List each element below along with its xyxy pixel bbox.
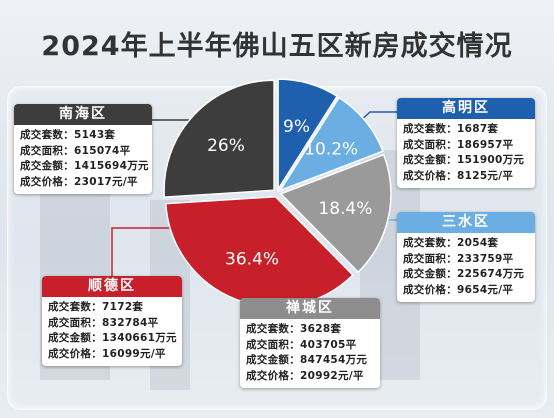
card-gaoming-area: 成交面积：186957平 xyxy=(403,138,514,151)
pie-label-shunde: 36.4% xyxy=(225,249,279,269)
card-nanhai-price: 成交价格：23017元/平 xyxy=(20,175,138,188)
pie-slice-nanhai xyxy=(163,79,275,198)
card-gaoming: 高明区 成交套数：1687套 成交面积：186957平 成交金额：151900万… xyxy=(397,98,535,188)
card-nanhai-area: 成交面积：615074平 xyxy=(20,144,131,157)
card-chancheng-title: 禅城区 xyxy=(240,298,380,319)
page-title: 2024年上半年佛山五区新房成交情况 xyxy=(41,31,513,62)
card-chancheng-units: 成交套数：3628套 xyxy=(246,323,342,335)
pie-label-sanshui: 10.2% xyxy=(304,140,358,160)
card-shunde-area: 成交面积：832784平 xyxy=(48,316,159,329)
card-shunde: 顺德区 成交套数：7172套 成交面积：832784平 成交金额：1340661… xyxy=(42,276,182,366)
card-gaoming-title: 高明区 xyxy=(397,98,535,119)
card-sanshui-title: 三水区 xyxy=(397,212,535,233)
card-shunde-units: 成交套数：7172套 xyxy=(48,301,144,313)
card-sanshui-price: 成交价格：9654元/平 xyxy=(403,283,514,296)
content-frame xyxy=(7,86,547,410)
card-chancheng-price: 成交价格：20992元/平 xyxy=(246,369,364,382)
card-gaoming-amount: 成交金额：151900万元 xyxy=(403,154,525,166)
card-gaoming-price: 成交价格：8125元/平 xyxy=(403,169,514,182)
card-nanhai-amount: 成交金额：1415694万元 xyxy=(20,160,149,172)
card-shunde-amount: 成交金额：1340661万元 xyxy=(48,332,177,344)
card-chancheng-area: 成交面积：403705平 xyxy=(246,338,357,351)
card-nanhai-title: 南海区 xyxy=(14,104,152,125)
card-gaoming-units: 成交套数：1687套 xyxy=(403,123,499,135)
leader-line-shunde xyxy=(111,227,175,276)
card-chancheng: 禅城区 成交套数：3628套 成交面积：403705平 成交金额：847454万… xyxy=(240,298,380,388)
card-sanshui-area: 成交面积：233759平 xyxy=(403,252,514,265)
pie-label-nanhai: 26% xyxy=(207,136,245,156)
card-nanhai: 南海区 成交套数：5143套 成交面积：615074平 成交金额：1415694… xyxy=(14,104,152,194)
pie-slice-gaoming xyxy=(277,78,339,192)
card-sanshui: 三水区 成交套数：2054套 成交面积：233759平 成交金额：225674万… xyxy=(397,212,535,302)
pie-slice-chancheng xyxy=(279,153,392,274)
card-nanhai-units: 成交套数：5143套 xyxy=(20,129,116,141)
card-shunde-title: 顺德区 xyxy=(42,276,182,297)
pie-label-gaoming: 9% xyxy=(283,117,310,137)
pie-slice-sanshui xyxy=(278,96,384,192)
card-shunde-price: 成交价格：16099元/平 xyxy=(48,347,166,360)
pie-slice-shunde xyxy=(164,195,354,308)
pie-label-chancheng: 18.4% xyxy=(318,199,372,219)
card-sanshui-amount: 成交金额：225674万元 xyxy=(403,268,525,280)
card-sanshui-units: 成交套数：2054套 xyxy=(403,237,499,249)
card-chancheng-amount: 成交金额：847454万元 xyxy=(246,354,368,366)
